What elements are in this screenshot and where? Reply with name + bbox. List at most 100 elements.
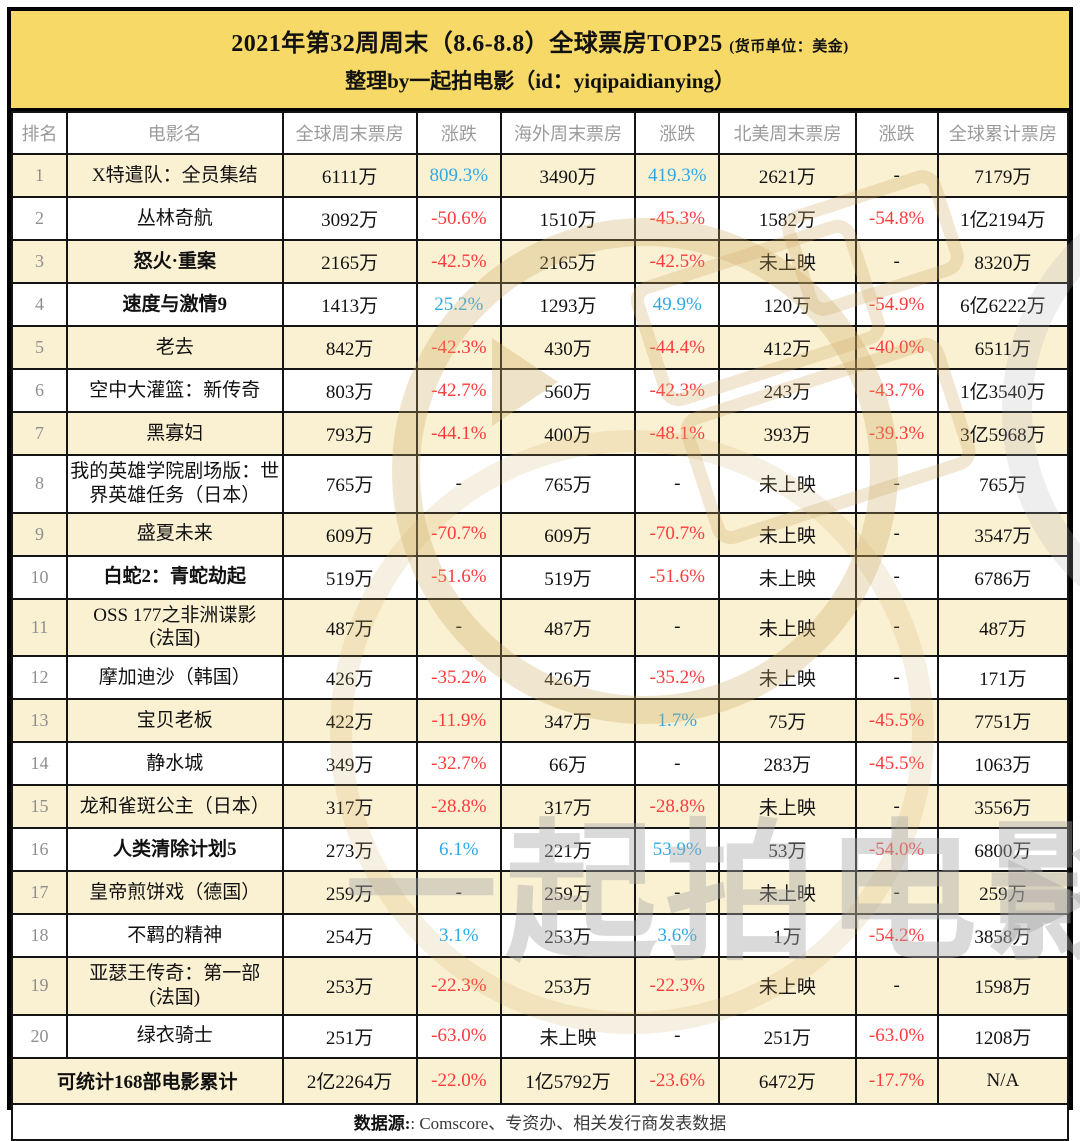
column-header-4: 海外周末票房 bbox=[499, 111, 637, 155]
table-row: 5 老去 842万 -42.3% 430万 -44.4% 412万 -40.0% 6511万 bbox=[10, 325, 1070, 370]
na-weekend-cell: 1582万 bbox=[718, 196, 857, 241]
column-header-1: 电影名 bbox=[66, 111, 284, 155]
table-card: 2021年第32周周末（8.6-8.8）全球票房TOP25 (货币单位：美金) … bbox=[7, 7, 1073, 1141]
movie-name-cell: 不羁的精神 bbox=[66, 913, 284, 958]
rank-cell: 19 bbox=[10, 956, 69, 1016]
change-cell: -54.8% bbox=[854, 196, 939, 241]
global-total-cell: 7751万 bbox=[936, 698, 1070, 743]
overseas-weekend-cell: 487万 bbox=[499, 597, 637, 657]
table-row: 8 我的英雄学院剧场版：世 界英雄任务（日本） 765万 -765万 - 未上映 -765万 bbox=[10, 454, 1070, 514]
global-weekend-cell: 273万 bbox=[281, 827, 418, 872]
movie-name-cell: 怒火·重案 bbox=[66, 239, 284, 284]
na-weekend-cell: 243万 bbox=[718, 368, 857, 413]
change-cell: - bbox=[854, 554, 939, 600]
na-weekend-cell: 1万 bbox=[718, 913, 857, 958]
global-total-cell: 6亿6222万 bbox=[936, 282, 1070, 327]
table-row: 9 盛夏未来 609万 -70.7% 609万 -70.7% 未上映 -3547万 bbox=[10, 511, 1070, 557]
table-row: 14 静水城 349万 -32.7% 66万 -283万 -45.5% 1063万 bbox=[10, 741, 1070, 786]
change-cell: -42.5% bbox=[415, 239, 502, 284]
box-office-table: 排名 电影名 全球周末票房 涨跌 海外周末票房 涨跌 北美周末票房 涨跌 全球累计票房 1 X特遣… bbox=[10, 111, 1070, 1141]
global-weekend-cell: 2亿2264万 bbox=[281, 1056, 418, 1105]
global-total-cell: 1亿2194万 bbox=[936, 196, 1070, 241]
change-cell: - bbox=[854, 239, 939, 284]
table-row: 18 不羁的精神 254万 3.1% 253万 3.6% 1万 -54.2% 3858万 bbox=[10, 913, 1070, 958]
global-weekend-cell: 3092万 bbox=[281, 196, 418, 241]
change-cell: - bbox=[415, 454, 502, 514]
global-weekend-cell: 349万 bbox=[281, 741, 418, 786]
change-cell: -48.1% bbox=[634, 411, 721, 456]
overseas-weekend-cell: 1亿5792万 bbox=[499, 1056, 637, 1105]
na-weekend-cell: 未上映 bbox=[718, 554, 857, 600]
table-row: 16 人类清除计划5 273万 6.1% 221万 53.9% 53万 -54.0% 6800万 bbox=[10, 827, 1070, 872]
global-weekend-cell: 253万 bbox=[281, 956, 418, 1016]
change-cell: - bbox=[415, 597, 502, 657]
overseas-weekend-cell: 1293万 bbox=[499, 282, 637, 327]
change-cell: -23.6% bbox=[634, 1056, 721, 1105]
rank-cell: 17 bbox=[10, 870, 69, 915]
rank-cell: 13 bbox=[10, 698, 69, 743]
global-weekend-cell: 254万 bbox=[281, 913, 418, 958]
overseas-weekend-cell: 66万 bbox=[499, 741, 637, 786]
overseas-weekend-cell: 400万 bbox=[499, 411, 637, 456]
overseas-weekend-cell: 253万 bbox=[499, 956, 637, 1016]
global-total-cell: 6786万 bbox=[936, 554, 1070, 600]
table-row: 10 白蛇2：青蛇劫起 519万 -51.6% 519万 -51.6% 未上映 -6786万 bbox=[10, 554, 1070, 600]
rank-cell: 14 bbox=[10, 741, 69, 786]
rank-cell: 4 bbox=[10, 282, 69, 327]
rank-cell: 7 bbox=[10, 411, 69, 456]
overseas-weekend-cell: 426万 bbox=[499, 655, 637, 700]
change-cell: -32.7% bbox=[415, 741, 502, 786]
change-cell: - bbox=[854, 655, 939, 700]
rank-cell: 9 bbox=[10, 511, 69, 557]
na-weekend-cell: 2621万 bbox=[718, 153, 857, 198]
table-row: 3 怒火·重案 2165万 -42.5% 2165万 -42.5% 未上映 -8320万 bbox=[10, 239, 1070, 284]
global-weekend-cell: 842万 bbox=[281, 325, 418, 370]
na-weekend-cell: 未上映 bbox=[718, 870, 857, 915]
change-cell: 3.6% bbox=[634, 913, 721, 958]
overseas-weekend-cell: 609万 bbox=[499, 511, 637, 557]
title-main: 2021年第32周周末（8.6-8.8）全球票房TOP25 bbox=[231, 31, 723, 57]
overseas-weekend-cell: 2165万 bbox=[499, 239, 637, 284]
global-weekend-cell: 519万 bbox=[281, 554, 418, 600]
change-cell: -54.0% bbox=[854, 827, 939, 872]
summary-row: 可统计168部电影累计 2亿2264万 -22.0% 1亿5792万 -23.6% 647… bbox=[11, 1056, 1070, 1105]
rank-cell: 3 bbox=[10, 239, 69, 284]
rank-cell: 10 bbox=[10, 554, 69, 600]
table-row: 13 宝贝老板 422万 -11.9% 347万 1.7% 75万 -45.5% 7751万 bbox=[10, 698, 1070, 743]
currency-note: (货币单位：美金) bbox=[729, 39, 849, 55]
global-weekend-cell: 426万 bbox=[281, 655, 418, 700]
na-weekend-cell: 未上映 bbox=[718, 956, 857, 1016]
change-cell: - bbox=[854, 784, 939, 829]
global-weekend-cell: 251万 bbox=[281, 1013, 418, 1059]
overseas-weekend-cell: 430万 bbox=[499, 325, 637, 370]
summary-label-cell: 可统计168部电影累计 bbox=[11, 1056, 284, 1105]
change-cell: 25.2% bbox=[415, 282, 502, 327]
rank-cell: 6 bbox=[10, 368, 69, 413]
title-bar: 2021年第32周周末（8.6-8.8）全球票房TOP25 (货币单位：美金) … bbox=[11, 11, 1069, 111]
na-weekend-cell: 412万 bbox=[718, 325, 857, 370]
global-total-cell: 1亿3540万 bbox=[936, 368, 1070, 413]
na-weekend-cell: 未上映 bbox=[718, 511, 857, 557]
rank-cell: 1 bbox=[10, 153, 69, 198]
page-title: 2021年第32周周末（8.6-8.8）全球票房TOP25 (货币单位：美金) bbox=[15, 23, 1065, 58]
change-cell: - bbox=[854, 153, 939, 198]
na-weekend-cell: 283万 bbox=[718, 741, 857, 786]
movie-name-cell: 我的英雄学院剧场版：世 界英雄任务（日本） bbox=[66, 454, 284, 514]
overseas-weekend-cell: 317万 bbox=[499, 784, 637, 829]
global-total-cell: 6511万 bbox=[936, 325, 1070, 370]
change-cell: -11.9% bbox=[415, 698, 502, 743]
global-weekend-cell: 765万 bbox=[281, 454, 418, 514]
change-cell: -44.1% bbox=[415, 411, 502, 456]
change-cell: -51.6% bbox=[415, 554, 502, 600]
change-cell: -44.4% bbox=[634, 325, 721, 370]
change-cell: -70.7% bbox=[415, 511, 502, 557]
change-cell: 1.7% bbox=[634, 698, 721, 743]
change-cell: -45.5% bbox=[854, 698, 939, 743]
global-total-cell: 3547万 bbox=[936, 511, 1070, 557]
table-row: 20 绿衣骑士 251万 -63.0% 未上映 -251万 -63.0% 1208万 bbox=[10, 1013, 1070, 1059]
rank-cell: 15 bbox=[10, 784, 69, 829]
rank-cell: 2 bbox=[10, 196, 69, 241]
change-cell: - bbox=[854, 597, 939, 657]
movie-name-cell: 白蛇2：青蛇劫起 bbox=[66, 554, 284, 600]
movie-name-cell: 皇帝煎饼戏（德国） bbox=[66, 870, 284, 915]
